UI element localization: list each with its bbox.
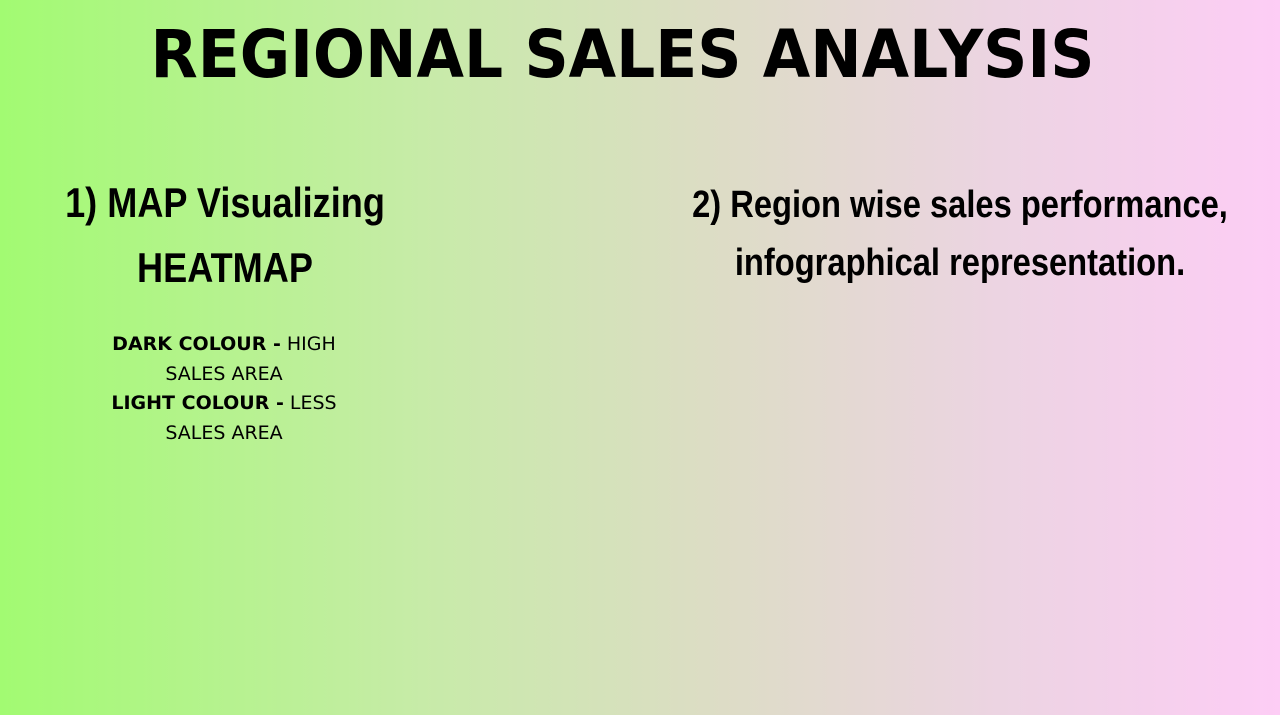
slide-title: REGIONAL SALES ANALYSIS [150, 16, 1095, 93]
map-heatmap-heading-line2: HEATMAP [137, 244, 313, 291]
legend-light-value: LESS [283, 392, 337, 414]
legend-light-line1: LIGHT COLOUR - LESS [94, 389, 354, 419]
heatmap-legend: DARK COLOUR - HIGH SALES AREA LIGHT COLO… [94, 330, 354, 448]
legend-light-line2: SALES AREA [165, 421, 283, 444]
region-performance-section: 2) Region wise sales performance, infogr… [640, 176, 1280, 292]
legend-dark-line2: SALES AREA [165, 362, 283, 385]
legend-dark-line1: DARK COLOUR - HIGH [94, 330, 354, 360]
map-heatmap-section: 1) MAP Visualizing HEATMAP [30, 170, 420, 300]
region-performance-heading-line2: infographical representation. [734, 242, 1186, 284]
legend-dark-value: HIGH [280, 333, 336, 355]
legend-dark-key: DARK COLOUR - [112, 333, 281, 355]
legend-light-key: LIGHT COLOUR - [111, 392, 284, 414]
map-heatmap-heading-line1: 1) MAP Visualizing [65, 179, 385, 226]
region-performance-heading-line1: 2) Region wise sales performance, [692, 184, 1228, 226]
